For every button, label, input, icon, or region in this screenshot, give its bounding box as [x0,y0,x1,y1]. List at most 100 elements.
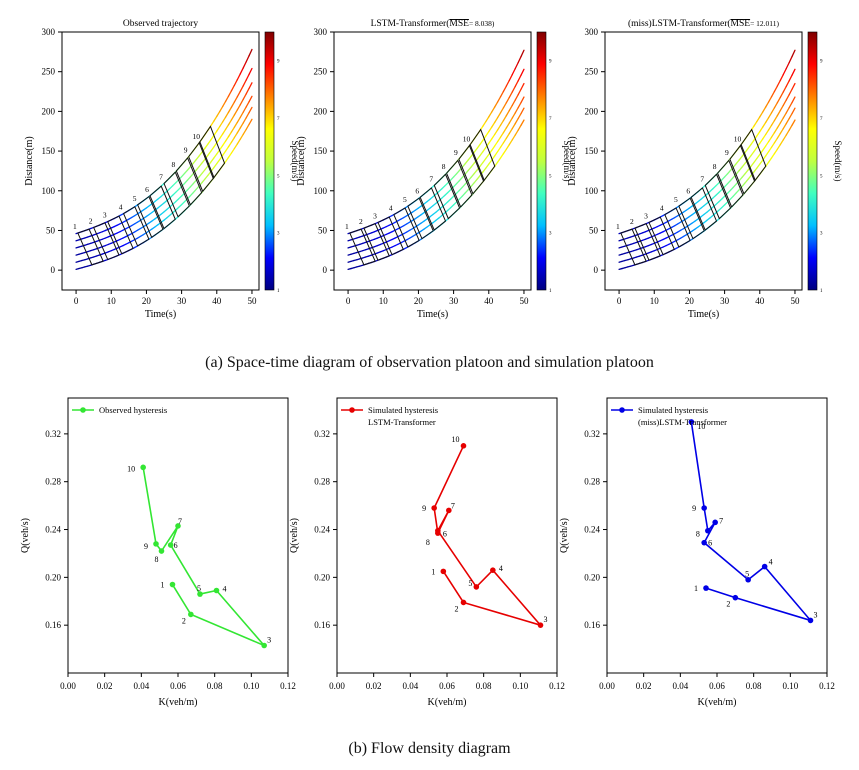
trajectory-segment [210,134,215,141]
trajectory-segment [741,173,746,178]
trajectory-segment [219,144,224,151]
vehicle-box [393,207,420,248]
point-label: 1 [161,581,165,590]
trajectory-segment [467,185,472,191]
vehicle-label: 5 [674,195,678,204]
trajectory-segment [227,131,233,138]
vehicle-box [704,173,732,220]
trajectory-segment [491,121,496,128]
y-tick-label: 150 [585,146,599,156]
trajectory-segment [178,176,183,181]
data-point [431,505,437,511]
trajectory-segment [476,154,481,161]
trajectory-segment [767,146,773,153]
trajectory-segment [779,73,784,82]
trajectory-segment [236,127,241,134]
trajectory-segment [239,122,244,129]
trajectory-segment [721,186,726,191]
point-label: 8 [155,555,159,564]
trajectory-segment [709,188,714,193]
trajectory-segment [496,124,502,131]
vehicle-box [77,228,104,266]
trajectory-segment [517,112,522,120]
x-tick-label: 40 [484,296,494,306]
trajectory-segment [452,173,458,178]
trajectory-segment [762,145,767,151]
trajectory-segment [762,106,767,113]
data-point [460,443,467,449]
vehicle-box [468,128,496,183]
trajectory-segment [172,200,177,205]
point-label: 2 [726,600,730,609]
point-label: 7 [451,501,455,510]
flow-density-charts: 0.00 0.02 0.04 0.06 0.08 0.10 0.12 0.16 0.20 0.24… [20,397,835,708]
trajectory-segment [461,183,466,188]
trajectory-segment [227,90,233,97]
y-tick-label: 0.32 [584,429,600,439]
trajectory-segment [450,186,455,191]
trajectory-segment [493,129,499,136]
trajectory-segment [230,147,236,154]
trajectory-segment [779,128,784,135]
point-label: 9 [144,542,148,551]
title-text: (miss)LSTM-Transformer( [628,18,731,29]
x-tick-label: 50 [790,296,800,306]
vehicle-label: 3 [373,211,377,220]
trajectory-segment [511,112,516,119]
trajectory-segment [517,55,522,64]
trajectory-segment [721,176,726,181]
trajectory-segment [782,85,787,93]
x-tick-label: 0.10 [243,681,259,691]
trajectory-segment [762,121,767,128]
vehicle-box [433,173,461,220]
y-tick-label: 50 [46,225,56,235]
trajectory-segment [770,131,776,138]
vehicle-box [175,157,203,206]
trajectory-segment [770,90,776,98]
trajectory-segment [491,133,496,140]
y-tick-label: 0.32 [45,429,61,439]
trajectory-segment [723,183,729,188]
vehicle-box [690,187,718,231]
y-tick-label: 0.24 [314,525,330,535]
y-tick-label: 0.16 [584,620,600,630]
trajectory-segment [447,198,452,203]
trajectory-segment [753,146,758,153]
trajectory-segment [505,132,510,139]
trajectory-segment [175,198,180,203]
trajectory-segment [227,119,233,126]
vehicle-label: 9 [725,148,729,157]
trajectory-segment [511,85,516,93]
trajectory-segment [791,49,796,58]
trajectory-segment [239,133,244,140]
trajectory-segment [735,188,740,194]
trajectory-segment [491,106,496,113]
y-tick-label: 250 [314,67,328,77]
trajectory-segment [520,107,525,115]
title-text: Observed trajectory [123,19,198,29]
trajectory-segment [458,195,464,200]
colorbar [807,31,818,291]
vehicle-label: 6 [145,185,149,194]
data-point [197,591,203,597]
trajectory-segment [452,183,458,188]
trajectory-segment [770,107,776,114]
y-tick-label: 0.24 [584,525,600,535]
trajectory-segment [216,110,221,118]
trajectory-segment [239,85,244,93]
trajectory-segment [499,131,505,138]
trajectory-segment [227,152,233,159]
x-axis-label: Time(s) [417,309,448,320]
y-tick-label: 0.20 [45,572,61,582]
colorbar-tick-label: 1 [820,289,823,294]
trajectory-segment [791,68,796,76]
trajectory-segment [738,166,743,172]
trajectory-segment [759,111,764,118]
trajectory-segment [517,124,522,131]
point-label: 3 [267,636,271,645]
trajectory-segment [776,79,781,87]
legend-marker [619,407,625,413]
vehicle-label: 10 [734,135,742,144]
vehicle-box [122,205,150,247]
trajectory-segment [493,141,499,147]
